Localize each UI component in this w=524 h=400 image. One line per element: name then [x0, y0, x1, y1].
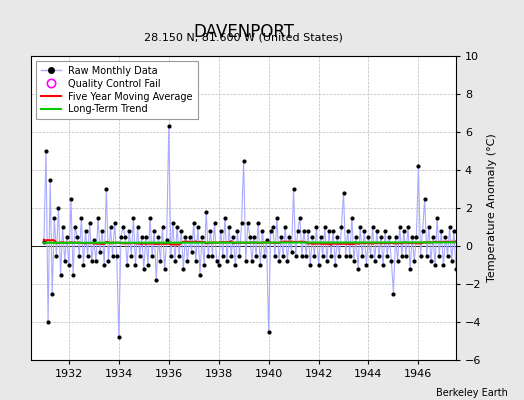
Y-axis label: Temperature Anomaly (°C): Temperature Anomaly (°C)	[487, 134, 497, 282]
Text: 28.150 N, 81.600 W (United States): 28.150 N, 81.600 W (United States)	[144, 32, 343, 42]
Text: Berkeley Earth: Berkeley Earth	[436, 388, 508, 398]
Legend: Raw Monthly Data, Quality Control Fail, Five Year Moving Average, Long-Term Tren: Raw Monthly Data, Quality Control Fail, …	[36, 61, 198, 119]
Title: DAVENPORT: DAVENPORT	[193, 22, 294, 40]
